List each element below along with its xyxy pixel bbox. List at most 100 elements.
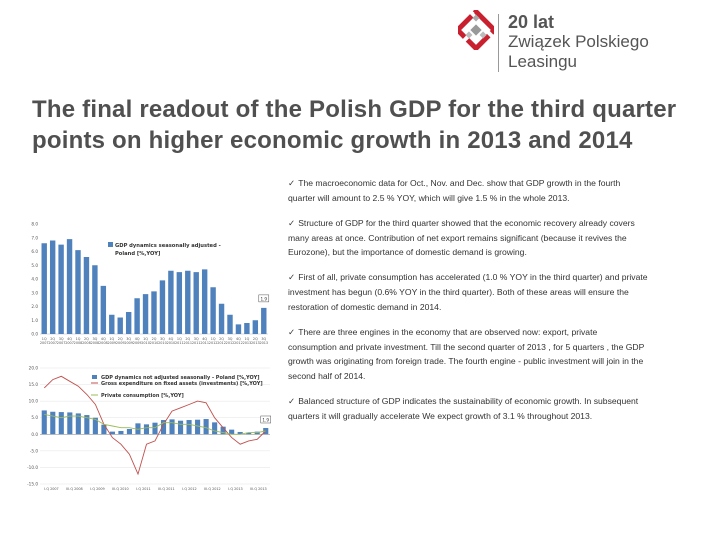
bar bbox=[41, 410, 47, 435]
x-tick-label: 3Q bbox=[261, 337, 266, 341]
x-tick-label: 2011 bbox=[183, 341, 192, 345]
bar bbox=[229, 429, 235, 435]
y-tick-label: 7.0 bbox=[31, 235, 38, 240]
y-tick-label: 1.0 bbox=[31, 318, 38, 323]
y-tick-label: 5.0 bbox=[31, 263, 38, 268]
x-tick-label: 2013 bbox=[259, 341, 268, 345]
x-tick-label: 2012 bbox=[226, 341, 235, 345]
chart1-legend-swatch bbox=[108, 242, 113, 247]
bar bbox=[168, 270, 174, 334]
logo-line-3: Leasingu bbox=[508, 52, 578, 71]
annotation-box bbox=[258, 294, 270, 303]
bullet-text: The macroeconomic data for Oct., Nov. an… bbox=[288, 178, 621, 203]
y-tick-label: 15.0 bbox=[29, 382, 39, 387]
x-tick-label: 3Q bbox=[228, 337, 233, 341]
bar bbox=[203, 419, 209, 435]
x-tick-label: 2Q bbox=[253, 337, 258, 341]
y-tick-label: 0.0 bbox=[31, 332, 38, 337]
bar bbox=[160, 420, 167, 435]
logo: 20 lat Związek Polskiego Leasingu bbox=[458, 10, 708, 76]
bar bbox=[244, 323, 250, 334]
x-tick-label: 3Q bbox=[59, 337, 64, 341]
y-tick-label: -15.0 bbox=[27, 482, 38, 487]
bar bbox=[169, 419, 175, 435]
bar bbox=[75, 413, 81, 435]
logo-text: 20 lat Związek Polskiego Leasingu bbox=[508, 12, 649, 72]
x-tick-label: III.Q 2008 bbox=[66, 487, 82, 491]
x-tick-label: 2Q bbox=[152, 337, 157, 341]
page-title: The final readout of the Polish GDP for … bbox=[32, 96, 677, 154]
bar bbox=[92, 265, 98, 334]
x-tick-label: 2009 bbox=[124, 341, 133, 345]
bar bbox=[176, 272, 183, 334]
x-tick-label: 2013 bbox=[243, 341, 252, 345]
legend-swatch bbox=[92, 375, 97, 379]
check-icon: ✓ bbox=[288, 326, 296, 337]
x-tick-label: 1Q bbox=[109, 337, 114, 341]
x-tick-label: 2011 bbox=[192, 341, 201, 345]
gdp-seasonally-adjusted-chart: 0.0 1.0 2.0 3.0 4.0 5.0 6.0 7.0 8.0 1Q 2007 2Q 2007 3… bbox=[26, 218, 272, 352]
bar bbox=[50, 411, 56, 435]
bar bbox=[159, 280, 166, 334]
check-icon: ✓ bbox=[288, 272, 296, 283]
bar bbox=[101, 424, 107, 435]
y-tick-label: 5.0 bbox=[31, 415, 38, 420]
bar bbox=[220, 426, 226, 435]
y-tick-label: 0.0 bbox=[31, 432, 38, 437]
bar bbox=[237, 431, 243, 435]
bar bbox=[135, 423, 141, 435]
chart1-svg: 0.01.02.03.04.05.06.07.08.01Q20072Q20073… bbox=[31, 222, 270, 345]
x-tick-label: 2007 bbox=[40, 341, 49, 345]
bar bbox=[66, 239, 73, 334]
x-tick-label: I.Q 2013 bbox=[228, 487, 242, 491]
x-tick-label: 2008 bbox=[91, 341, 100, 345]
series-line bbox=[43, 375, 267, 476]
annotation-label: 1.9 bbox=[260, 296, 267, 301]
x-tick-label: I.Q 2009 bbox=[90, 487, 104, 491]
series-line bbox=[44, 413, 266, 435]
bar bbox=[92, 417, 98, 435]
bar bbox=[109, 314, 115, 334]
x-tick-label: 2Q bbox=[50, 337, 55, 341]
bar bbox=[152, 422, 158, 435]
x-tick-label: 1Q bbox=[76, 337, 81, 341]
x-tick-label: 2010 bbox=[150, 341, 159, 345]
x-tick-label: 1Q bbox=[42, 337, 47, 341]
legend-label: Private consumption [%,YOY] bbox=[101, 393, 184, 399]
bullet-list: ✓ The macroeconomic data for Oct., Nov. a… bbox=[288, 176, 648, 434]
bar bbox=[218, 303, 225, 334]
x-tick-label: 2011 bbox=[200, 341, 209, 345]
bar bbox=[151, 291, 157, 334]
bar bbox=[252, 320, 259, 334]
bar bbox=[41, 243, 47, 334]
bar bbox=[67, 412, 73, 435]
bar bbox=[117, 317, 123, 334]
y-tick-label: 8.0 bbox=[31, 222, 38, 227]
bar bbox=[84, 415, 90, 435]
logo-line-2: Związek Polskiego bbox=[508, 32, 649, 51]
legend-label: GDP dynamics not adjusted seasonally - P… bbox=[101, 375, 259, 381]
bullet-text: There are three engines in the economy t… bbox=[288, 326, 645, 381]
x-tick-label: 2012 bbox=[234, 341, 243, 345]
x-tick-label: 2011 bbox=[175, 341, 184, 345]
x-tick-label: I.Q 2012 bbox=[182, 487, 196, 491]
x-tick-label: 4Q bbox=[67, 337, 72, 341]
bar bbox=[261, 307, 267, 334]
bar bbox=[186, 420, 192, 435]
x-tick-label: 1Q bbox=[211, 337, 216, 341]
bar bbox=[134, 298, 140, 334]
y-tick-label: 4.0 bbox=[31, 277, 38, 282]
y-tick-label: 20.0 bbox=[29, 366, 39, 371]
bar bbox=[125, 312, 132, 334]
bar bbox=[185, 270, 191, 334]
x-tick-label: 2007 bbox=[57, 341, 66, 345]
x-tick-label: 3Q bbox=[194, 337, 199, 341]
bar bbox=[58, 412, 64, 435]
bar bbox=[75, 250, 81, 334]
bar bbox=[193, 272, 199, 334]
annotation-label: 1.9 bbox=[262, 417, 269, 422]
x-tick-label: 2Q bbox=[219, 337, 224, 341]
logo-line-1: 20 lat bbox=[508, 12, 555, 32]
y-tick-label: 10.0 bbox=[29, 399, 39, 404]
bar bbox=[227, 314, 233, 334]
